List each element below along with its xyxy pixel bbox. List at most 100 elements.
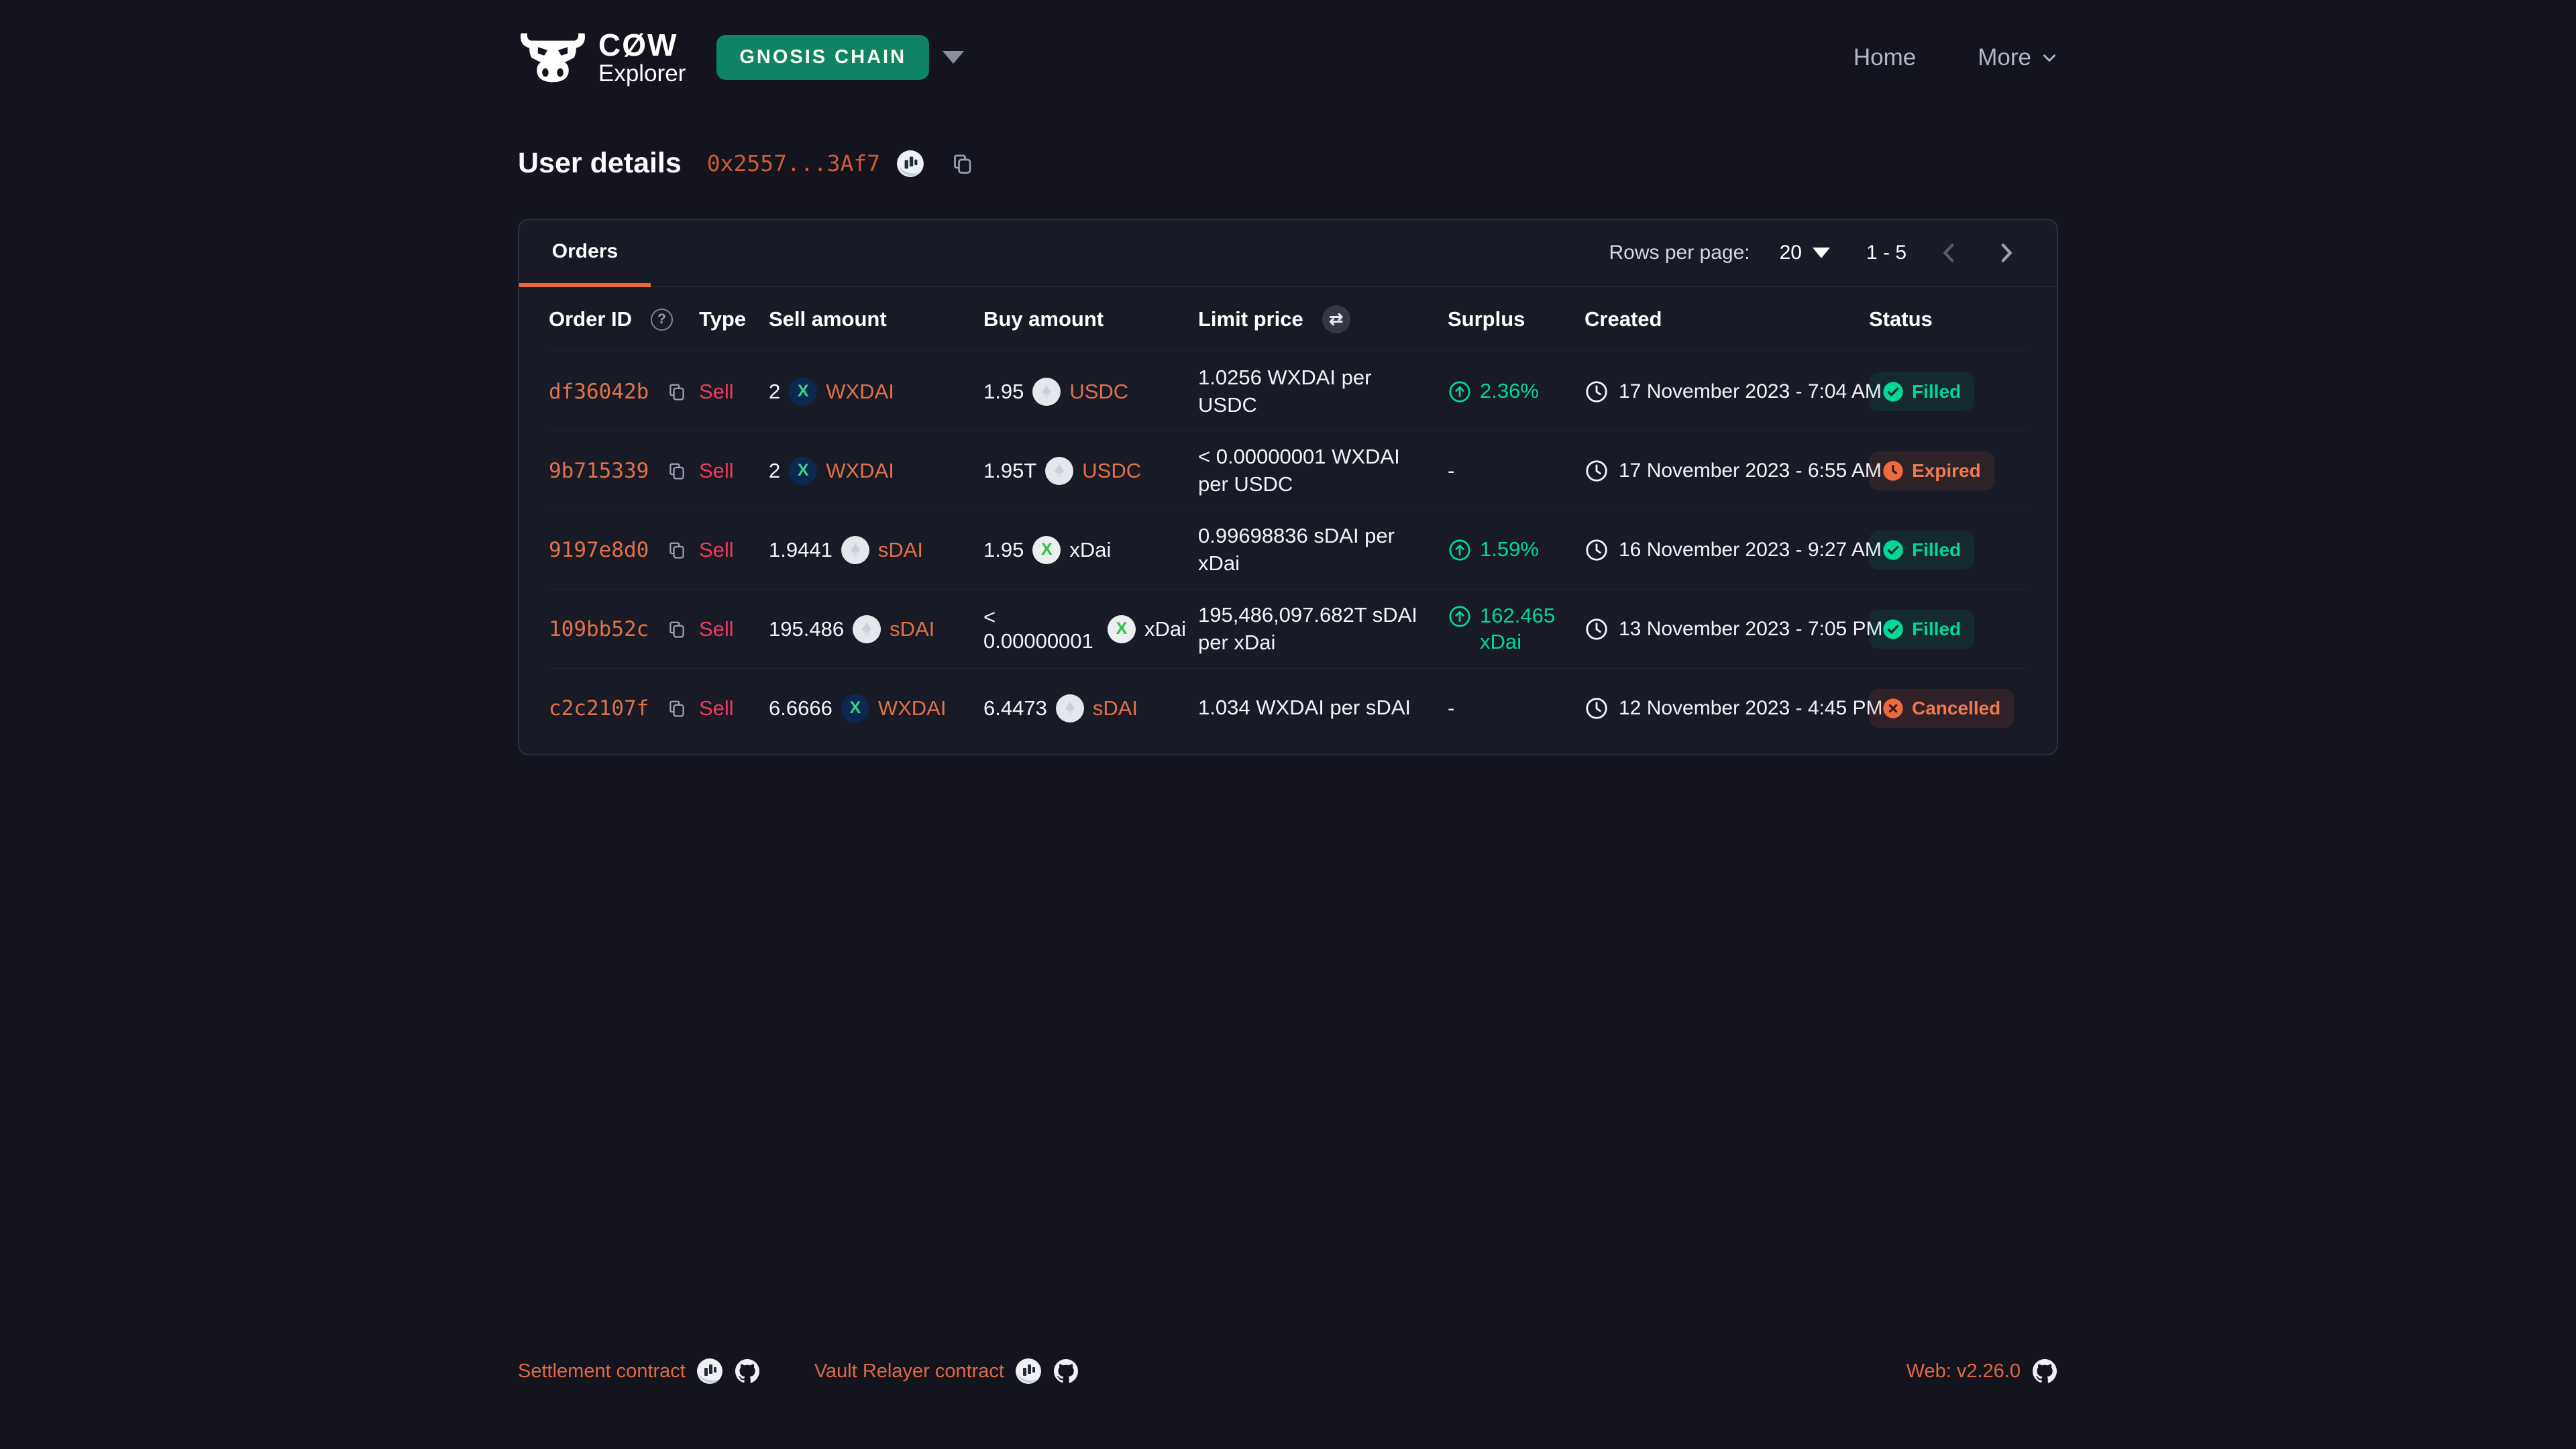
cow-explorer-logo[interactable]: CØW Explorer (518, 30, 686, 85)
limit-price: 1.034 WXDAI per sDAI (1198, 696, 1411, 720)
rows-per-page-label: Rows per page: (1609, 241, 1750, 264)
user-address: 0x2557...3Af7 (706, 150, 881, 176)
sell-amount: 195.486 (769, 616, 845, 641)
table-row: df36042b Sell 2 WXDAI 1.95 USDC 1.0256 W… (549, 352, 2027, 431)
created-date: 16 November 2023 - 9:27 AM (1585, 538, 1882, 562)
network-selector-label: GNOSIS CHAIN (716, 35, 930, 80)
copy-icon[interactable] (666, 696, 687, 720)
prev-page-button[interactable] (1936, 239, 1963, 266)
wxdai-token-icon (789, 377, 818, 406)
swap-price-direction-icon[interactable] (1322, 305, 1350, 333)
sell-amount: 2 (769, 458, 781, 482)
rows-per-page-caret-icon (1812, 248, 1830, 258)
nav-more[interactable]: More (1978, 44, 2058, 71)
copy-icon[interactable] (666, 617, 687, 641)
buy-token-native: xDai (1144, 616, 1186, 641)
copy-icon[interactable] (666, 538, 687, 562)
tab-orders[interactable]: Orders (519, 220, 651, 287)
github-icon[interactable] (1053, 1358, 1079, 1385)
github-icon[interactable] (734, 1358, 761, 1385)
surplus-up-icon (1449, 606, 1470, 627)
order-type: Sell (699, 537, 734, 561)
vault-relayer-contract-link[interactable]: Vault Relayer contract (814, 1360, 1004, 1382)
col-buy-amount: Buy amount (983, 307, 1104, 331)
limit-price: 1.0256 WXDAI per USDC (1198, 366, 1372, 417)
col-order-id: Order ID (549, 307, 633, 331)
copy-icon[interactable] (666, 459, 687, 483)
expired-clock-icon (1883, 460, 1903, 481)
col-type: Type (699, 307, 747, 331)
page-range: 1 - 5 (1866, 241, 1907, 264)
buy-token-link[interactable]: sDAI (1092, 696, 1138, 720)
tab-orders-label: Orders (551, 240, 619, 262)
sell-amount: 6.6666 (769, 696, 833, 720)
main-nav: Home More (1854, 44, 2058, 71)
col-surplus: Surplus (1448, 307, 1525, 331)
order-type: Sell (699, 696, 734, 720)
buy-token-link[interactable]: USDC (1069, 379, 1129, 403)
wxdai-token-icon (789, 456, 818, 485)
surplus-value: 1.59% (1448, 537, 1539, 563)
order-id-link[interactable]: c2c2107f (549, 696, 649, 720)
order-id-link[interactable]: 9b715339 (549, 458, 649, 483)
sdai-token-icon (853, 614, 881, 643)
next-page-button[interactable] (1992, 239, 2019, 266)
order-id-link[interactable]: df36042b (549, 379, 649, 404)
status-badge: Filled (1869, 372, 1975, 411)
buy-amount: < 0.00000001 (983, 604, 1093, 653)
copy-address-icon[interactable] (950, 152, 974, 176)
table-row: 109bb52c Sell 195.486 sDAI < 0.00000001 … (549, 589, 2027, 668)
version-group: Web: v2.26.0 (1907, 1358, 2058, 1385)
help-icon[interactable]: ? (651, 308, 674, 331)
block-explorer-icon[interactable] (696, 1358, 723, 1385)
copy-icon[interactable] (666, 380, 687, 404)
block-explorer-icon[interactable] (1015, 1358, 1042, 1385)
surplus-value: 162.465 xDai (1448, 603, 1572, 655)
order-id-link[interactable]: 109bb52c (549, 616, 649, 641)
status-badge: Filled (1869, 530, 1975, 570)
status-badge: Cancelled (1869, 688, 2015, 728)
col-status: Status (1869, 307, 1933, 331)
usdc-token-icon (1045, 456, 1074, 485)
clock-icon (1586, 618, 1607, 640)
filled-check-icon (1883, 619, 1903, 639)
settlement-contract-link[interactable]: Settlement contract (518, 1360, 686, 1382)
rows-per-page-select[interactable]: 20 (1780, 241, 1830, 264)
order-id-link[interactable]: 9197e8d0 (549, 537, 649, 562)
xdai-token-icon (1032, 535, 1061, 564)
sdai-token-icon (841, 535, 869, 564)
sell-token-link[interactable]: WXDAI (826, 379, 894, 403)
order-type: Sell (699, 616, 734, 641)
filled-check-icon (1883, 381, 1903, 402)
buy-amount: 1.95T (983, 458, 1037, 482)
page-title: User details (518, 147, 682, 179)
clock-icon (1586, 697, 1607, 719)
buy-amount: 6.4473 (983, 696, 1047, 720)
surplus-up-icon (1449, 539, 1470, 561)
status-badge: Expired (1869, 451, 1994, 490)
sell-token-link[interactable]: sDAI (877, 537, 924, 561)
logo-text-cow: CØW (598, 28, 678, 62)
order-type: Sell (699, 379, 734, 403)
network-selector[interactable]: GNOSIS CHAIN (716, 35, 965, 80)
nav-home[interactable]: Home (1854, 44, 1916, 71)
sell-token-link[interactable]: WXDAI (877, 696, 947, 720)
github-icon[interactable] (2031, 1358, 2058, 1385)
created-date: 13 November 2023 - 7:05 PM (1585, 617, 1883, 641)
surplus-up-icon (1449, 381, 1470, 402)
web-version-link[interactable]: Web: v2.26.0 (1906, 1360, 2021, 1382)
buy-token-native: xDai (1069, 537, 1112, 561)
buy-token-link[interactable]: USDC (1082, 458, 1142, 482)
table-row: 9197e8d0 Sell 1.9441 sDAI 1.95 xDai 0.99… (549, 510, 2027, 589)
clock-icon (1586, 460, 1607, 482)
logo-text-explorer: Explorer (598, 60, 686, 87)
limit-price: 195,486,097.682T sDAI per xDai (1198, 603, 1417, 654)
col-sell-amount: Sell amount (769, 307, 887, 331)
top-navigation-bar: CØW Explorer GNOSIS CHAIN Home More (518, 0, 2058, 85)
order-type: Sell (699, 458, 734, 482)
rows-per-page-value: 20 (1779, 241, 1802, 264)
table-header-row: Order ID ? Type Sell amount Buy amount L… (549, 287, 2027, 352)
xdai-token-icon (1107, 614, 1136, 643)
sell-token-link[interactable]: sDAI (890, 616, 935, 641)
sell-token-link[interactable]: WXDAI (826, 458, 894, 482)
